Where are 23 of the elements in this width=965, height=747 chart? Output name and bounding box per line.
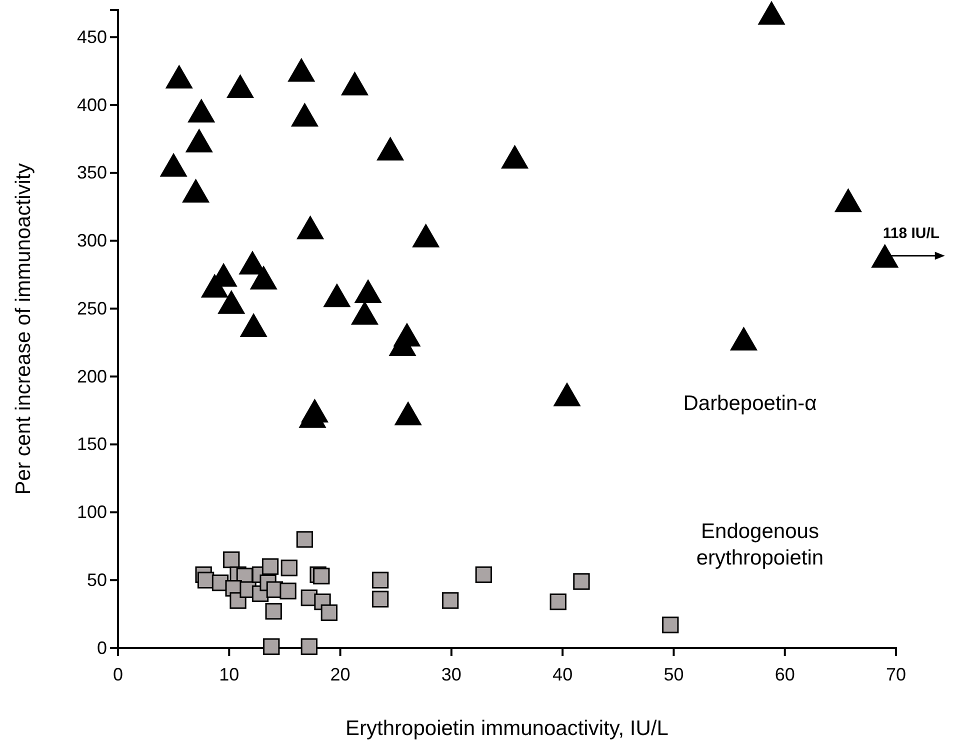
x-tick-label: 60 bbox=[774, 664, 795, 685]
x-tick-label: 70 bbox=[886, 664, 906, 685]
y-axis-title: Per cent increase of immunoactivity bbox=[12, 162, 35, 495]
x-tick-label: 50 bbox=[664, 664, 684, 685]
y-tick-label: 200 bbox=[76, 366, 107, 386]
x-axis-title: Erythropoietin immunoactivity, IU/L bbox=[346, 717, 668, 740]
y-tick-label: 250 bbox=[76, 298, 107, 318]
text: Endogenous erythropoietin bbox=[696, 520, 824, 570]
text: Darbepoetin-α bbox=[683, 392, 817, 415]
x-tick-label: 20 bbox=[330, 664, 350, 685]
x-tick-label: 40 bbox=[552, 664, 573, 685]
x-tick-label: 30 bbox=[441, 664, 462, 685]
y-tick-label: 150 bbox=[76, 434, 107, 454]
x-tick-label: 0 bbox=[112, 664, 124, 685]
y-tick-label: 400 bbox=[76, 94, 107, 115]
x-tick-label: 10 bbox=[219, 664, 240, 685]
y-tick-label: 100 bbox=[76, 502, 107, 522]
y-tick-label: 0 bbox=[96, 638, 107, 658]
y-tick-label: 300 bbox=[76, 230, 107, 251]
y-tick-label: 450 bbox=[76, 26, 107, 47]
y-tick-label: 50 bbox=[86, 570, 107, 590]
y-tick-label: 350 bbox=[76, 162, 107, 183]
annotation: 118 IU/L bbox=[882, 224, 940, 242]
